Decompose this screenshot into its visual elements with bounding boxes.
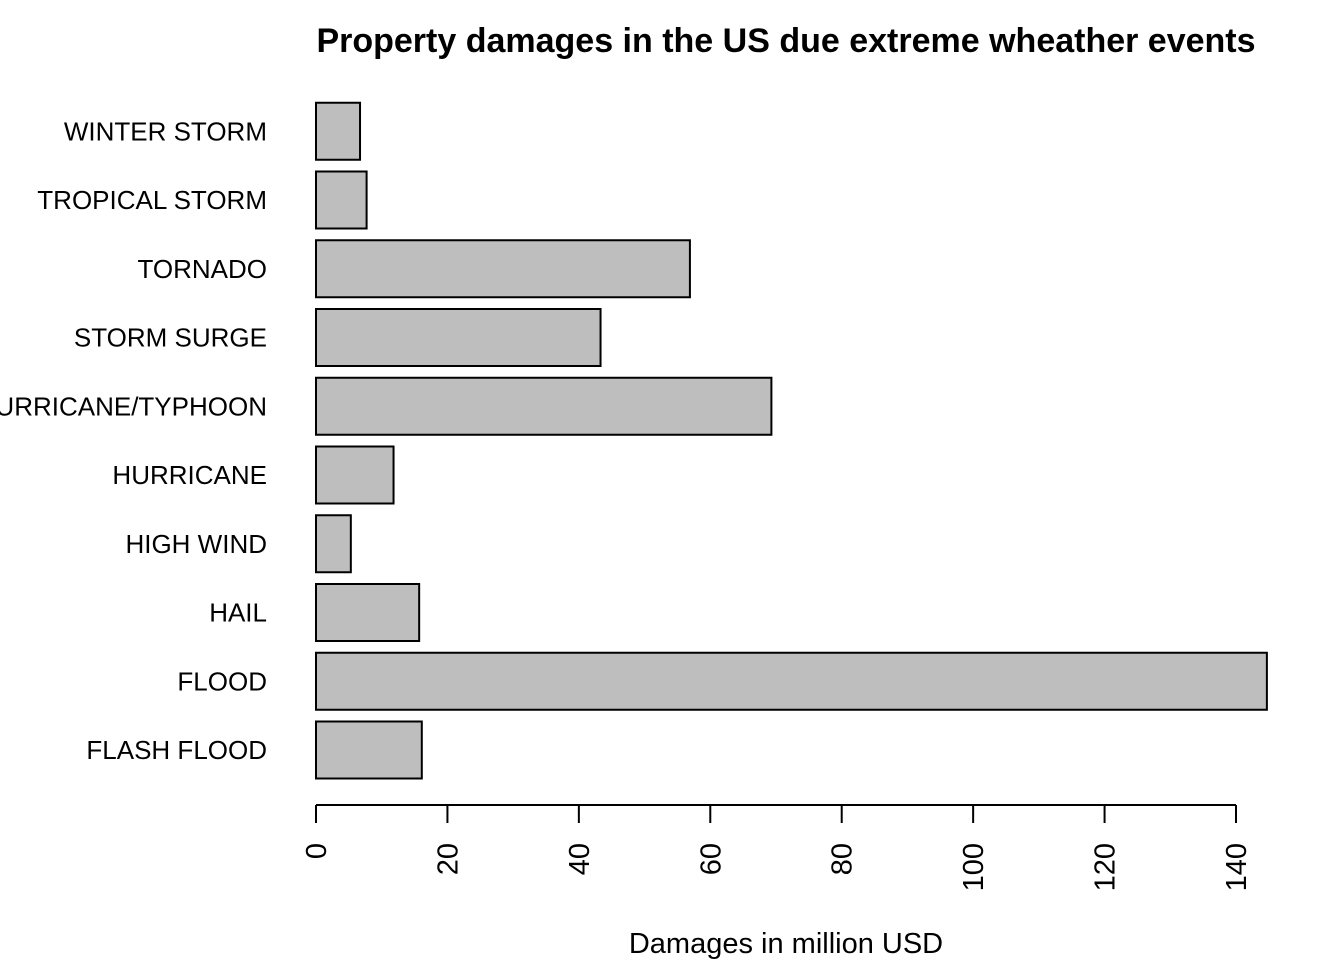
x-tick-label-80: 80	[827, 843, 859, 875]
bar-flood	[315, 651, 1268, 711]
bar-tropical-storm	[315, 170, 368, 230]
category-label-tropical-storm: TROPICAL STORM	[37, 185, 267, 215]
category-label-storm-surge: STORM SURGE	[74, 323, 267, 353]
x-tick-label-100: 100	[958, 843, 990, 891]
bar-storm-surge	[315, 308, 602, 367]
x-tick-label-0: 0	[301, 843, 333, 859]
category-label-hurricane-typhoon: HURRICANE/TYPHOON	[0, 391, 267, 421]
bar-hurricane-typhoon	[315, 376, 773, 436]
category-label-winter-storm: WINTER STORM	[64, 116, 267, 146]
bar-hail	[315, 583, 421, 642]
category-labels: FLASH FLOOD FLOOD HAIL HIGH WIND HURRICANE HU…	[0, 116, 267, 765]
x-tick-label-60: 60	[695, 843, 727, 875]
x-tick-label-120: 120	[1090, 843, 1122, 891]
x-tick-label-40: 40	[564, 843, 596, 875]
bars-group	[315, 101, 1268, 780]
x-axis-label: Damages in million USD	[629, 928, 943, 960]
x-tick-label-20: 20	[432, 843, 464, 875]
bar-winter-storm	[315, 101, 362, 161]
category-label-hail: HAIL	[209, 598, 267, 628]
category-label-hurricane: HURRICANE	[112, 460, 267, 490]
category-label-high-wind: HIGH WIND	[125, 529, 267, 559]
chart-title: Property damages in the US due extreme w…	[316, 22, 1255, 60]
category-label-tornado: TORNADO	[137, 254, 267, 284]
bar-tornado	[315, 239, 691, 299]
x-tick-label-140: 140	[1221, 843, 1253, 891]
bar-hurricane	[315, 445, 395, 505]
category-label-flood: FLOOD	[177, 666, 267, 696]
bar-flash-flood	[315, 720, 423, 780]
bar-high-wind	[315, 514, 352, 574]
category-label-flash-flood: FLASH FLOOD	[86, 735, 267, 765]
x-axis: 0 20 40 60 80 100 120 140	[301, 804, 1253, 891]
